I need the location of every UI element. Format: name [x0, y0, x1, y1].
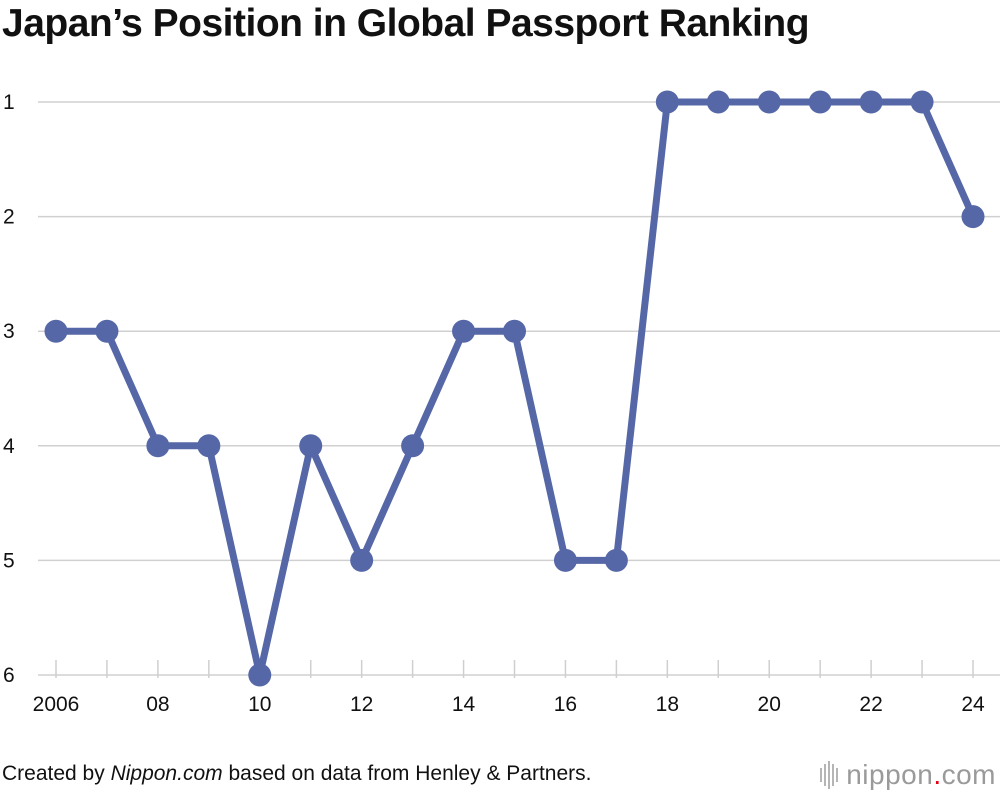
- x-tick-label: 18: [656, 693, 679, 716]
- logo-name: nippon: [846, 759, 934, 790]
- series-rank: [44, 90, 985, 687]
- data-point-2022: [859, 90, 883, 114]
- logo-dot: .: [933, 759, 942, 790]
- nippon-logo-bars-icon: [820, 761, 839, 789]
- x-tick-label: 20: [758, 693, 781, 716]
- y-tick-label: 3: [3, 320, 15, 343]
- series-line: [52, 98, 977, 679]
- data-point-2020: [757, 90, 781, 114]
- credit-site: Nippon.com: [110, 762, 223, 785]
- data-point-2023: [910, 90, 934, 114]
- logo-tld: com: [941, 759, 996, 790]
- credit-prefix: Created by: [2, 762, 111, 785]
- y-axis-labels: 1 2 3 4 5 6: [3, 91, 15, 687]
- y-tick-label: 1: [3, 91, 15, 114]
- data-point-2013: [401, 434, 425, 458]
- data-point-2007: [95, 319, 119, 343]
- source-credit: Created by Nippon.com based on data from…: [2, 762, 592, 786]
- data-point-2006: [44, 319, 68, 343]
- y-tick-label: 2: [3, 206, 15, 229]
- data-point-2021: [808, 90, 832, 114]
- x-tick-label: 24: [961, 693, 985, 716]
- data-point-2024: [961, 205, 985, 229]
- y-tick-label: 4: [3, 435, 15, 458]
- data-point-2015: [503, 319, 526, 343]
- x-tick-label: 10: [248, 693, 271, 716]
- credit-suffix: based on data from Henley & Partners.: [222, 762, 592, 785]
- x-axis-labels: 2006 08 10 12 14 16 18 20 22 24: [33, 693, 985, 716]
- data-point-2009: [197, 434, 221, 458]
- y-tick-label: 5: [3, 549, 15, 572]
- y-tick-label: 6: [3, 664, 15, 687]
- x-tick-label: 14: [452, 693, 476, 716]
- x-tick-label: 12: [350, 693, 373, 716]
- data-point-2008: [146, 434, 170, 458]
- x-tick-label: 2006: [33, 693, 80, 716]
- data-point-2019: [706, 90, 730, 114]
- data-point-2017: [604, 548, 628, 572]
- chart-title: Japan’s Position in Global Passport Rank…: [2, 2, 810, 45]
- data-point-2016: [553, 548, 577, 572]
- data-point-2018: [655, 90, 679, 114]
- gridlines: [38, 101, 1000, 676]
- data-point-2010: [248, 663, 272, 687]
- x-tick-label: 08: [146, 693, 169, 716]
- x-tick-label: 16: [554, 693, 577, 716]
- nippon-logo: nippon.com: [820, 758, 996, 792]
- data-point-2014: [452, 319, 476, 343]
- data-point-2011: [299, 434, 323, 458]
- logo-wordmark: nippon.com: [846, 759, 996, 791]
- data-point-2012: [350, 548, 374, 572]
- x-tick-label: 22: [859, 693, 882, 716]
